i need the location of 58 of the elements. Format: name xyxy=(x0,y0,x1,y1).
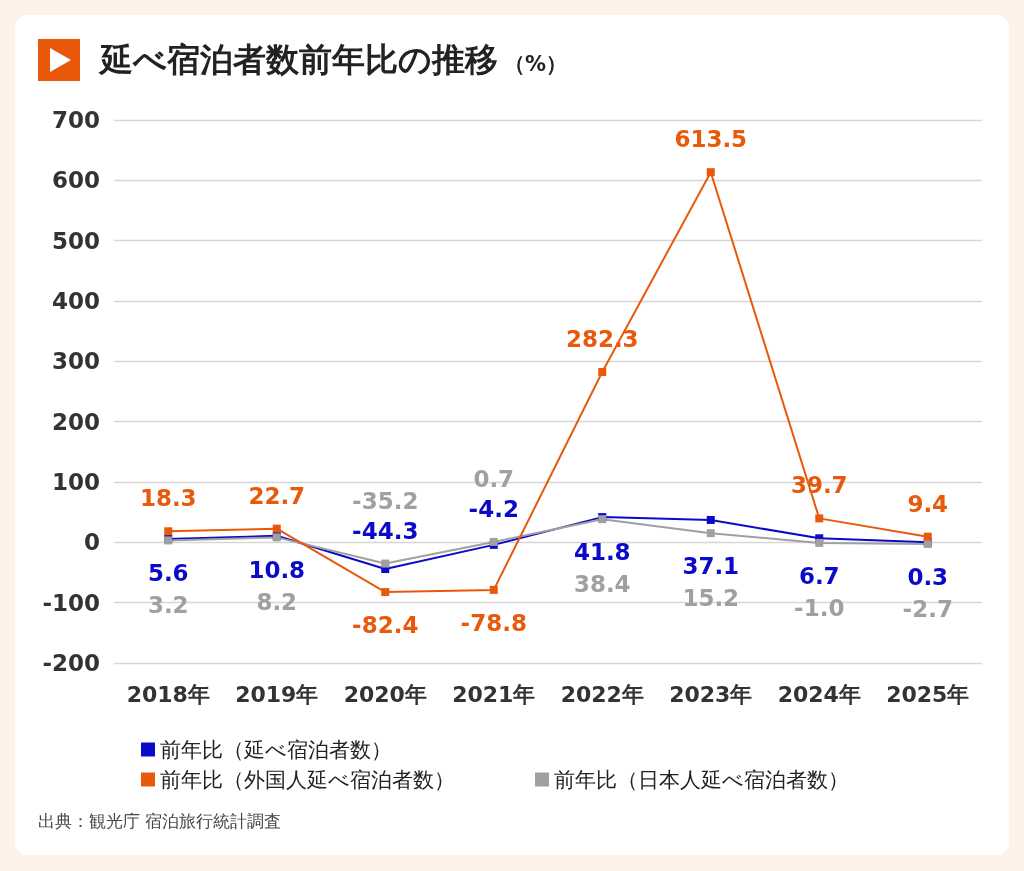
data-label: -44.3 xyxy=(352,517,419,544)
data-label: 10.8 xyxy=(248,557,306,584)
y-tick-label: 700 xyxy=(51,107,100,133)
y-tick-label: 0 xyxy=(83,529,100,556)
data-label: 18.3 xyxy=(139,485,197,512)
legend-label: 前年比（外国人延べ宿泊者数） xyxy=(160,767,455,792)
data-label: 6.7 xyxy=(798,562,840,589)
point xyxy=(598,368,607,377)
data-label: 15.2 xyxy=(682,585,740,612)
point xyxy=(381,588,390,597)
data-label: 0.3 xyxy=(907,563,949,590)
x-tick-label: 2021年 xyxy=(452,681,536,707)
y-tick-label: 100 xyxy=(51,469,100,495)
data-label: -1.0 xyxy=(794,594,845,621)
data-label: -35.2 xyxy=(352,487,419,514)
x-tick-label: 2020年 xyxy=(343,681,427,707)
source-note: 出典：観光庁 宿泊旅行統計調査 xyxy=(38,810,282,833)
data-label: 41.8 xyxy=(573,539,631,566)
data-label: 5.6 xyxy=(147,560,189,587)
legend-label: 前年比（日本人延べ宿泊者数） xyxy=(554,767,849,792)
point xyxy=(706,168,715,177)
data-label: 8.2 xyxy=(256,589,298,616)
data-label: 38.4 xyxy=(573,571,631,598)
data-label: -2.7 xyxy=(902,595,953,622)
data-label: -4.2 xyxy=(468,495,519,522)
y-tick-label: 500 xyxy=(51,227,100,254)
y-tick-label: 400 xyxy=(51,288,100,314)
data-label: -78.8 xyxy=(460,609,527,636)
x-tick-label: 2018年 xyxy=(126,681,210,707)
point xyxy=(923,532,932,541)
x-tick-label: 2022年 xyxy=(560,681,644,707)
point xyxy=(272,524,281,533)
point xyxy=(815,538,824,547)
point xyxy=(706,529,715,538)
y-tick-label: -100 xyxy=(42,589,100,616)
data-label: 613.5 xyxy=(674,126,748,153)
x-tick-label: 2025年 xyxy=(886,681,970,707)
data-label: 3.2 xyxy=(147,592,189,619)
data-label: 37.1 xyxy=(682,553,740,580)
x-tick-label: 2024年 xyxy=(777,681,861,707)
point xyxy=(489,585,498,594)
y-axis-title: （%） xyxy=(504,51,568,78)
data-label: 22.7 xyxy=(248,482,306,509)
y-tick-label: 200 xyxy=(51,408,100,435)
y-tick-label: 600 xyxy=(51,167,100,194)
data-label: 0.7 xyxy=(473,465,515,492)
point xyxy=(164,527,173,536)
data-label: -82.4 xyxy=(352,612,419,639)
data-label: 9.4 xyxy=(907,490,949,517)
point xyxy=(706,515,715,524)
y-tick-label: -200 xyxy=(42,650,100,676)
chart-title: 延べ宿泊者数前年比の推移 xyxy=(100,39,498,81)
point xyxy=(381,559,390,568)
x-tick-label: 2023年 xyxy=(669,681,753,707)
x-tick-label: 2019年 xyxy=(235,681,319,707)
point xyxy=(815,514,824,523)
y-tick-label: 300 xyxy=(51,348,100,375)
legend-label: 前年比（延べ宿泊者数） xyxy=(160,737,392,762)
